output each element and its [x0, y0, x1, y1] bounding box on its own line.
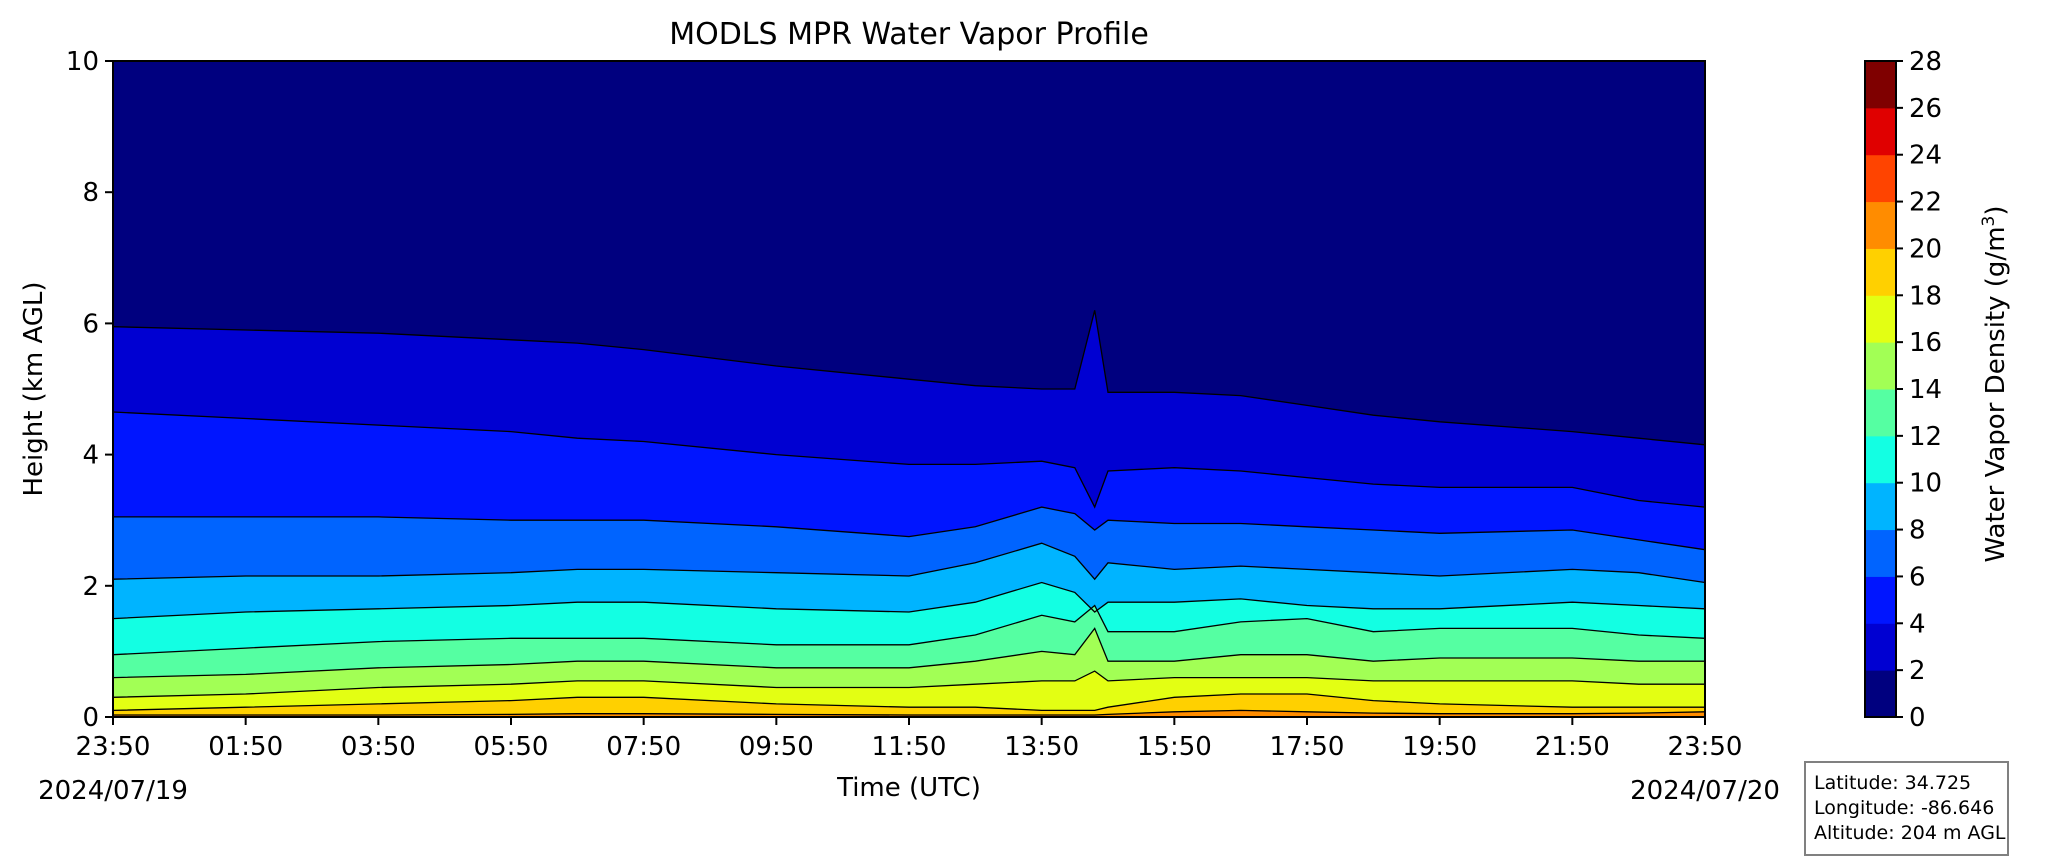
y-tick-label-4: 4	[82, 441, 99, 471]
colorbar-label-close: )	[1981, 205, 2011, 215]
y-tick-label-2: 2	[82, 572, 99, 602]
y-tick-label-8: 8	[82, 178, 99, 208]
y-axis: 0 2 4 6 8 10	[66, 47, 113, 733]
colorbar-label-superscript: 3	[1979, 216, 1999, 227]
contour-line-4	[113, 411, 1705, 509]
colorbar-segment-10	[1865, 435, 1896, 484]
colorbar-tick-label-0: 0	[1909, 703, 1926, 733]
longitude-text: Longitude: -86.646	[1814, 797, 1995, 819]
colorbar-tick-label-26: 26	[1909, 94, 1942, 124]
x-tick-label-10: 19:50	[1402, 732, 1477, 762]
colorbar-tick-label-12: 12	[1909, 422, 1942, 452]
colorbar-segment-14	[1865, 342, 1896, 390]
colorbar-segment-12	[1865, 389, 1896, 437]
altitude-text: Altitude: 204 m AGL	[1814, 822, 2006, 844]
x-tick-label-6: 11:50	[872, 732, 947, 762]
contour-lines	[113, 310, 1705, 716]
colorbar-tick-label-6: 6	[1909, 562, 1926, 592]
y-axis-label: Height (km AGL)	[19, 281, 49, 496]
x-axis: 23:50 01:50 03:50 05:50 07:50 09:50 11:50 13:50…	[76, 717, 1743, 762]
colorbar-segment-22	[1865, 154, 1896, 203]
latitude-text: Latitude: 34.725	[1814, 772, 1972, 794]
colorbar-tick-label-20: 20	[1909, 234, 1942, 264]
colorbar-tick-label-24: 24	[1909, 141, 1942, 171]
contour-line-12	[113, 604, 1705, 656]
colorbar-segment-16	[1865, 295, 1896, 343]
x-tick-label-1: 01:50	[208, 732, 283, 762]
x-tick-label-5: 09:50	[739, 732, 814, 762]
end-date-label: 2024/07/20	[1630, 776, 1780, 806]
x-tick-label-3: 05:50	[474, 732, 549, 762]
contour-line-2	[113, 310, 1705, 446]
colorbar-segment-8	[1865, 482, 1896, 531]
station-info-box: Latitude: 34.725 Longitude: -86.646 Alti…	[1804, 761, 2009, 856]
colorbar-segment-0	[1865, 670, 1896, 718]
colorbar-segment-18	[1865, 248, 1896, 296]
start-date-label: 2024/07/19	[38, 776, 188, 806]
colorbar-segment-4	[1865, 576, 1896, 624]
y-tick-label-10: 10	[66, 47, 99, 77]
colorbar-tick-label-18: 18	[1909, 281, 1942, 311]
contour-line-18	[113, 693, 1705, 712]
x-axis-label: Time (UTC)	[836, 773, 981, 803]
y-tick-label-0: 0	[82, 703, 99, 733]
x-tick-label-0: 23:50	[76, 732, 151, 762]
plot-area	[113, 61, 1705, 717]
colorbar-segment-26	[1865, 61, 1896, 109]
colorbar-tick-label-14: 14	[1909, 375, 1942, 405]
colorbar-tick-label-28: 28	[1909, 47, 1942, 77]
contour-line-16	[113, 670, 1705, 698]
x-tick-label-11: 21:50	[1535, 732, 1610, 762]
colorbar-tick-label-2: 2	[1909, 656, 1926, 686]
contour-line-6	[113, 506, 1705, 551]
colorbar-segment-20	[1865, 201, 1896, 249]
x-tick-label-9: 17:50	[1270, 732, 1345, 762]
contour-line-10	[113, 581, 1705, 620]
colorbar-segment-6	[1865, 529, 1896, 577]
x-tick-label-8: 15:50	[1137, 732, 1212, 762]
x-tick-label-4: 07:50	[606, 732, 681, 762]
colorbar-tick-label-10: 10	[1909, 469, 1942, 499]
colorbar-tick-label-16: 16	[1909, 328, 1942, 358]
colorbar-label: Water Vapor Density (g/m3)	[1979, 205, 2011, 562]
contour-line-20	[113, 709, 1705, 716]
x-tick-label-2: 03:50	[341, 732, 416, 762]
colorbar-tick-label-4: 4	[1909, 609, 1926, 639]
chart-title: MODLS MPR Water Vapor Profile	[669, 17, 1149, 52]
colorbar-label-text: Water Vapor Density (g/m	[1981, 226, 2011, 562]
colorbar-tick-label-8: 8	[1909, 516, 1926, 546]
colorbar-segment-2	[1865, 623, 1896, 671]
contour-line-14	[113, 627, 1705, 679]
contour-line-8	[113, 542, 1705, 584]
x-tick-label-12: 23:50	[1668, 732, 1743, 762]
colorbar-tick-label-22: 22	[1909, 188, 1942, 218]
x-tick-label-7: 13:50	[1004, 732, 1079, 762]
colorbar-segment-24	[1865, 107, 1896, 156]
y-tick-label-6: 6	[82, 309, 99, 339]
